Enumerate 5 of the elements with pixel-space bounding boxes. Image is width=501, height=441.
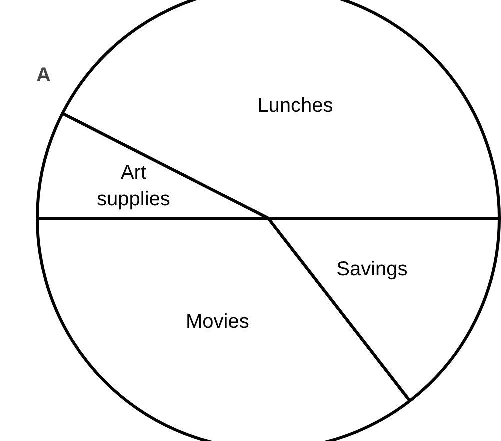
slice-label: Lunches: [258, 95, 334, 118]
slice-label: Savings: [336, 258, 408, 280]
text: A: [36, 64, 51, 86]
slice-label: Art supplies: [97, 162, 170, 210]
slice-label: Movies: [186, 311, 250, 334]
